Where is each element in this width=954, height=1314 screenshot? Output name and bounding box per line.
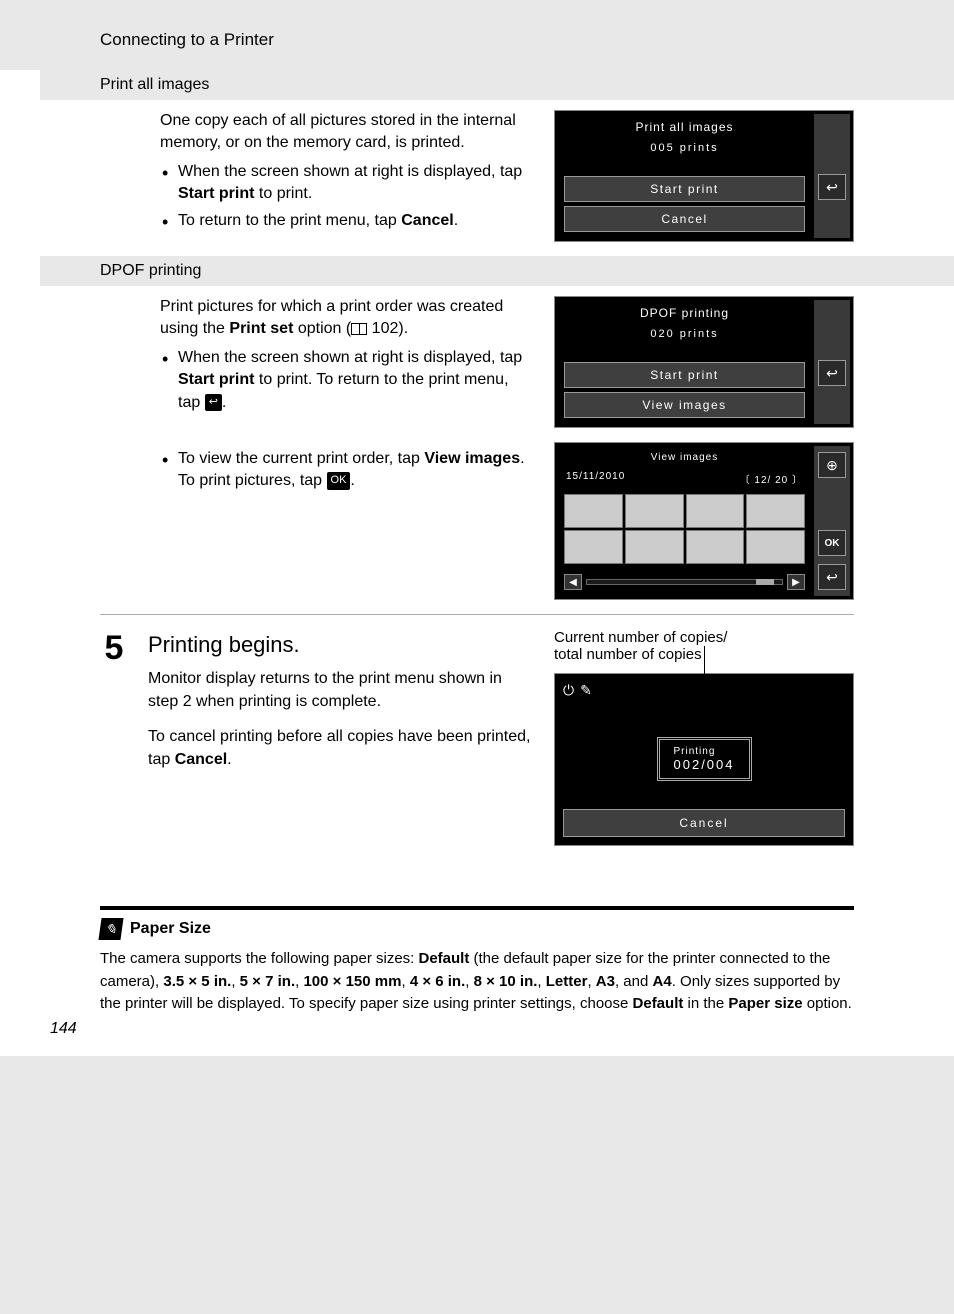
thumbnail-grid: [564, 494, 805, 564]
page-number: 144: [50, 1020, 77, 1038]
lcd-view-images-button[interactable]: View images: [564, 392, 805, 418]
lcd-cancel-button[interactable]: Cancel: [563, 809, 845, 837]
lcd-cancel-button[interactable]: Cancel: [564, 206, 805, 232]
lcd-title: Print all images: [564, 120, 805, 134]
bullet: To return to the print menu, tap Cancel.: [160, 210, 534, 232]
lcd-screen-printing: ⏻ ✎ Printing 002/004 Cancel: [554, 673, 854, 846]
divider: [100, 614, 854, 615]
step-number: 5: [100, 629, 128, 846]
step-para: Monitor display returns to the print men…: [148, 667, 534, 713]
bullet: When the screen shown at right is displa…: [160, 161, 534, 206]
ok-icon: OK: [327, 472, 351, 489]
thumbnail[interactable]: [746, 530, 805, 564]
step-para: To cancel printing before all copies hav…: [148, 725, 534, 771]
step-heading: Printing begins.: [148, 629, 534, 661]
thumbnail[interactable]: [564, 530, 623, 564]
thumbnail[interactable]: [625, 530, 684, 564]
lcd-screen-view-images: View images 15/11/2010 〔 12/ 20 〕: [554, 442, 854, 600]
thumbnail[interactable]: [564, 494, 623, 528]
thumbnail[interactable]: [686, 530, 745, 564]
note-title: Paper Size: [130, 920, 211, 938]
lcd-screen-dpof: DPOF printing 020 prints Start print Vie…: [554, 296, 854, 428]
content-area: Print all images One copy each of all pi…: [0, 70, 954, 1056]
lcd-start-print-button[interactable]: Start print: [564, 176, 805, 202]
scroll-right-icon[interactable]: ▶: [787, 574, 805, 590]
thumbnail[interactable]: [686, 494, 745, 528]
thumbnail[interactable]: [746, 494, 805, 528]
zoom-icon[interactable]: ⊕: [818, 452, 846, 478]
power-icon: ⏻: [563, 682, 574, 699]
callout-line: [704, 646, 705, 710]
back-icon[interactable]: ↩: [818, 174, 846, 200]
back-icon[interactable]: ↩: [818, 564, 846, 590]
lcd-counter: 〔 12/ 20 〕: [740, 471, 803, 486]
lcd-start-print-button[interactable]: Start print: [564, 362, 805, 388]
back-icon: ↩: [205, 394, 222, 411]
pictbridge-icon: ✎: [580, 682, 592, 699]
scrollbar[interactable]: [586, 579, 783, 585]
lcd-count: 005 prints: [564, 142, 805, 154]
dpof-text-2: To view the current print order, tap Vie…: [100, 442, 534, 600]
page-header-title: Connecting to a Printer: [100, 30, 274, 49]
note-body: The camera supports the following paper …: [100, 948, 854, 1016]
bullet: When the screen shown at right is displa…: [160, 347, 534, 414]
section-heading-print-all: Print all images: [40, 70, 954, 100]
lcd-title: View images: [651, 452, 719, 463]
note-box-paper-size: ✎ Paper Size The camera supports the fol…: [100, 906, 854, 1016]
ok-icon[interactable]: OK: [818, 530, 846, 556]
dpof-text: Print pictures for which a print order w…: [100, 296, 534, 428]
lcd-title: DPOF printing: [564, 306, 805, 320]
lcd-date: 15/11/2010: [566, 471, 625, 486]
print-counter: Printing 002/004: [657, 737, 752, 781]
manual-page: Connecting to a Printer Connecting to Te…: [0, 0, 954, 1056]
section-heading-dpof: DPOF printing: [40, 256, 954, 286]
scroll-left-icon[interactable]: ◀: [564, 574, 582, 590]
page-header: Connecting to a Printer: [0, 0, 954, 70]
back-icon[interactable]: ↩: [818, 360, 846, 386]
lcd-count: 020 prints: [564, 328, 805, 340]
lcd-screen-print-all: Print all images 005 prints Start print …: [554, 110, 854, 242]
bullet: To view the current print order, tap Vie…: [160, 448, 534, 493]
note-icon: ✎: [98, 918, 123, 940]
manual-ref-icon: [351, 323, 367, 335]
step-5: 5 Printing begins. Monitor display retur…: [100, 629, 854, 846]
print-all-text: One copy each of all pictures stored in …: [100, 110, 534, 242]
thumbnail[interactable]: [625, 494, 684, 528]
